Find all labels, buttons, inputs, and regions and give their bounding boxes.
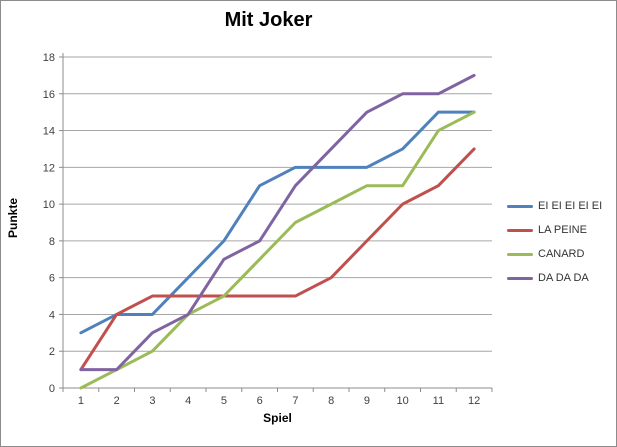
x-tick-label: 5 — [221, 395, 227, 407]
legend-label: LA PEINE — [538, 224, 587, 236]
x-tick-label: 1 — [78, 395, 84, 407]
y-tick-label: 6 — [49, 273, 55, 285]
x-axis-title: Spiel — [263, 411, 292, 425]
y-tick-label: 14 — [43, 126, 55, 138]
x-tick-label: 6 — [257, 395, 263, 407]
x-tick-label: 3 — [149, 395, 155, 407]
legend-swatch — [507, 204, 533, 208]
x-tick-label: 9 — [364, 395, 370, 407]
legend-swatch — [507, 276, 533, 280]
y-tick-label: 0 — [49, 383, 55, 395]
y-tick-label: 2 — [49, 346, 55, 358]
legend-swatch — [507, 228, 533, 232]
legend: EI EI EI EI EI LA PEINE CANARD DA DA DA — [507, 199, 602, 285]
y-tick-label: 18 — [43, 52, 55, 64]
x-tick-label: 12 — [468, 395, 480, 407]
series-line — [79, 110, 476, 335]
y-tick-label: 16 — [43, 89, 55, 101]
legend-label: CANARD — [538, 248, 585, 260]
x-tick-label: 7 — [292, 395, 298, 407]
legend-label: EI EI EI EI EI — [538, 200, 603, 212]
series-line — [79, 110, 476, 390]
y-tick-label: 12 — [43, 162, 55, 174]
legend-swatch — [507, 252, 533, 256]
series-line — [79, 147, 476, 372]
legend-item: EI EI EI EI EI — [507, 199, 602, 213]
legend-item: LA PEINE — [507, 223, 602, 237]
x-tick-label: 11 — [433, 395, 444, 407]
x-tick-label: 8 — [328, 395, 334, 407]
y-tick-label: 10 — [43, 199, 55, 211]
x-tick-label: 4 — [185, 395, 191, 407]
x-tick-label: 10 — [397, 395, 409, 407]
legend-item: CANARD — [507, 247, 602, 261]
y-tick-label: 4 — [49, 309, 55, 321]
legend-item: DA DA DA — [507, 271, 602, 285]
series-line — [79, 73, 476, 372]
x-tick-label: 2 — [114, 395, 120, 407]
legend-label: DA DA DA — [538, 272, 589, 284]
y-tick-label: 8 — [49, 236, 55, 248]
chart-title: Mit Joker — [224, 9, 313, 31]
